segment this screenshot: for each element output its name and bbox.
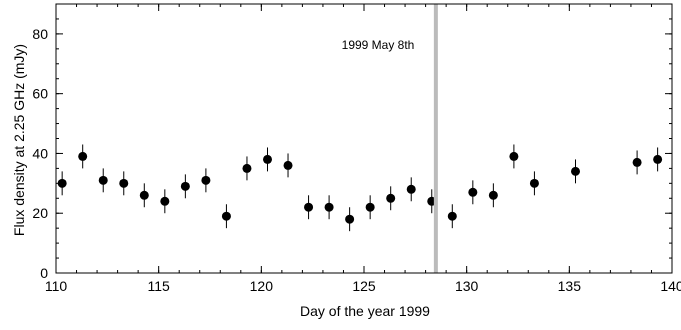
data-point xyxy=(180,174,190,199)
data-point xyxy=(509,144,519,169)
y-tick-label: 20 xyxy=(32,205,48,221)
data-point xyxy=(447,204,457,229)
y-tick-label: 60 xyxy=(32,86,48,102)
data-marker xyxy=(242,163,252,173)
data-marker xyxy=(304,202,314,212)
data-marker xyxy=(653,154,663,164)
data-marker xyxy=(119,178,129,188)
data-marker xyxy=(488,190,498,200)
data-point xyxy=(201,168,211,193)
data-marker xyxy=(365,202,375,212)
x-tick-label: 110 xyxy=(45,278,68,294)
y-tick-label: 80 xyxy=(32,26,48,42)
data-point xyxy=(98,168,108,193)
data-point xyxy=(529,171,539,196)
x-tick-label: 135 xyxy=(558,278,582,294)
data-marker xyxy=(57,178,67,188)
data-marker xyxy=(345,214,355,224)
data-point xyxy=(283,153,293,178)
data-marker xyxy=(406,184,416,194)
data-point xyxy=(406,177,416,202)
data-point xyxy=(468,180,478,205)
data-points xyxy=(57,144,663,232)
data-point xyxy=(304,195,314,220)
data-point xyxy=(488,183,498,208)
y-tick-label: 40 xyxy=(32,145,48,161)
x-tick-label: 125 xyxy=(352,278,376,294)
data-marker xyxy=(283,160,293,170)
y-axis-label: Flux density at 2.25 GHz (mJy) xyxy=(11,44,27,236)
data-point xyxy=(324,195,334,220)
data-point xyxy=(221,204,231,229)
data-point xyxy=(653,147,663,172)
x-axis-label: Day of the year 1999 xyxy=(300,303,430,319)
x-tick-label: 130 xyxy=(455,278,479,294)
data-point xyxy=(119,171,129,196)
data-point xyxy=(78,144,88,169)
data-marker xyxy=(468,187,478,197)
data-marker xyxy=(160,196,170,206)
data-marker xyxy=(221,211,231,221)
data-marker xyxy=(180,181,190,191)
data-marker xyxy=(386,193,396,203)
data-point xyxy=(570,159,580,184)
data-marker xyxy=(570,166,580,176)
data-marker xyxy=(632,157,642,167)
data-point xyxy=(632,150,642,175)
x-tick-label: 120 xyxy=(250,278,274,294)
data-marker xyxy=(139,190,149,200)
x-tick-label: 140 xyxy=(660,278,681,294)
data-marker xyxy=(509,151,519,161)
data-point xyxy=(242,156,252,181)
data-point xyxy=(139,183,149,208)
data-marker xyxy=(447,211,457,221)
data-point xyxy=(160,189,170,214)
marker-annotation: 1999 May 8th xyxy=(342,38,415,52)
data-point xyxy=(262,147,272,172)
data-point xyxy=(57,171,67,196)
data-point xyxy=(386,186,396,211)
tick-labels: 110 115 120 125 130 135 140 0 20 40 60 80 xyxy=(32,26,681,294)
data-marker xyxy=(78,151,88,161)
x-tick-label: 115 xyxy=(148,278,171,294)
data-marker xyxy=(324,202,334,212)
data-marker xyxy=(98,175,108,185)
axes xyxy=(55,3,673,274)
data-marker xyxy=(529,178,539,188)
data-marker xyxy=(201,175,211,185)
data-marker xyxy=(262,154,272,164)
data-point xyxy=(365,195,375,220)
y-tick-label: 0 xyxy=(40,265,48,281)
data-point xyxy=(345,207,355,232)
